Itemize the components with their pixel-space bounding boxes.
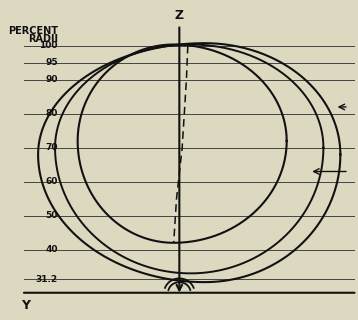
- Text: RADII: RADII: [28, 34, 58, 44]
- Text: 31.2: 31.2: [36, 275, 58, 284]
- Text: 60: 60: [45, 177, 58, 186]
- Text: 80: 80: [45, 109, 58, 118]
- Text: 70: 70: [45, 143, 58, 152]
- Text: 95: 95: [45, 58, 58, 67]
- Text: 100: 100: [39, 41, 58, 50]
- Text: 40: 40: [45, 245, 58, 254]
- Text: Y: Y: [21, 300, 30, 312]
- Text: PERCENT: PERCENT: [8, 26, 58, 36]
- Text: 50: 50: [45, 211, 58, 220]
- Text: Z: Z: [175, 9, 184, 22]
- Text: 90: 90: [45, 75, 58, 84]
